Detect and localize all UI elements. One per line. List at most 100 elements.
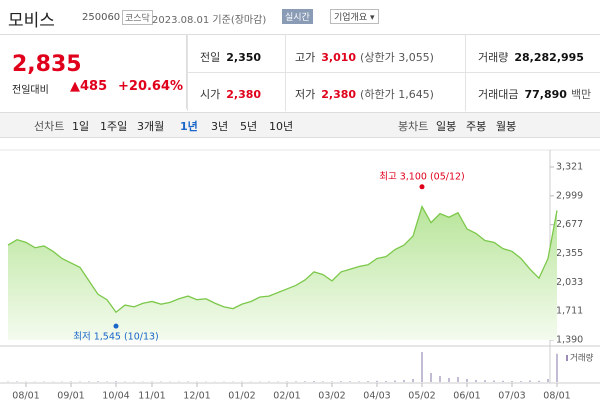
volume-bar [493, 380, 495, 382]
quote-value: 77,890 [524, 88, 567, 101]
x-tick-label: 06/01 [453, 391, 480, 402]
quote-cell: 거래대금 77,890 백만 [478, 86, 591, 102]
quote-value: 3,010 [321, 51, 357, 64]
tab[interactable]: 5년 [240, 120, 258, 133]
volume-bar [502, 380, 504, 382]
quote-cell: 저가 2,380 (하한가 1,645) [295, 86, 434, 102]
quote-cell: 거래량 28,282,995 [478, 49, 584, 65]
volume-bar [106, 381, 108, 382]
volume-bar [97, 381, 99, 382]
y-tick-label: 2,677 [556, 219, 583, 230]
tab[interactable]: 월봉 [496, 120, 517, 133]
volume-bar [331, 381, 333, 382]
y-tick-label: 1,390 [556, 335, 583, 346]
quote-value: 2,380 [226, 88, 262, 101]
volume-bar [304, 381, 306, 382]
quote-sub: (하한가 1,645) [360, 88, 434, 101]
volume-bar [115, 381, 117, 382]
quote-sub: 백만 [570, 88, 592, 101]
change-rate: +20.64% [118, 79, 184, 94]
quote-key: 전일 [200, 51, 221, 64]
volume-bar [556, 353, 558, 382]
volume-bar [70, 381, 72, 382]
tab[interactable]: 주봉 [466, 120, 487, 133]
volume-bar [394, 380, 396, 382]
volume-bar [322, 381, 324, 382]
volume-bar [358, 381, 360, 382]
x-tick-label: 10/04 [102, 391, 129, 402]
tab[interactable]: 1주일 [100, 120, 128, 133]
volume-bar [313, 381, 315, 382]
tab-label: 선차트 [34, 120, 65, 133]
extreme-label: 최저 1,545 (10/13) [73, 332, 159, 343]
quote-cell: 고가 3,010 (상한가 3,055) [295, 49, 434, 65]
quote-key: 거래량 [478, 51, 509, 64]
quote-value: 2,350 [226, 51, 262, 64]
realtime-button[interactable]: 실시간 [282, 9, 313, 24]
volume-bar [457, 377, 459, 382]
quote-cell: 시가 2,380 [200, 86, 261, 102]
x-tick-label: 08/01 [12, 391, 39, 402]
x-tick-label: 12/01 [183, 391, 210, 402]
volume-bar [466, 379, 468, 382]
date: 2023.08.01 기준(장마감) [152, 15, 267, 26]
quote-sub: (상한가 3,055) [360, 51, 434, 64]
change-label: 전일대비 [12, 85, 49, 96]
y-tick-label: 2,033 [556, 277, 583, 288]
volume-bar [520, 381, 522, 382]
price-area [8, 206, 557, 340]
extreme-dot [113, 323, 119, 329]
tab-label: 봉차트 [398, 120, 429, 133]
extreme-label: 최고 3,100 (05/12) [379, 171, 465, 182]
tab[interactable]: 일봉 [436, 120, 457, 133]
x-tick-label: 01/02 [228, 391, 255, 402]
volume-bar [340, 381, 342, 382]
x-tick-label: 05/02 [408, 391, 435, 402]
stock-name: 모비스 [8, 11, 55, 31]
volume-bar [448, 378, 450, 382]
stock-code: 250060 [82, 12, 121, 23]
volume-bar [511, 381, 513, 382]
tab[interactable]: 10년 [269, 120, 294, 133]
tab[interactable]: 1년 [180, 120, 198, 133]
table-line [187, 72, 600, 73]
volume-bar [385, 381, 387, 382]
quote-cell: 전일 2,350 [200, 49, 261, 65]
volume-bar [187, 381, 189, 382]
current-price: 2,835 [12, 52, 82, 77]
x-tick-label: 04/03 [363, 391, 390, 402]
tab[interactable]: 3개월 [137, 120, 165, 133]
market-tag: 코스닥 [122, 10, 153, 25]
x-tick-label: 03/02 [318, 391, 345, 402]
volume-legend: 거래량 [570, 353, 594, 364]
volume-bar [16, 381, 18, 382]
volume-bar [376, 380, 378, 382]
company-button[interactable]: 기업개요 ▾ [330, 9, 379, 24]
quote-key: 고가 [295, 51, 316, 64]
volume-bar [367, 381, 369, 382]
volume-bar [295, 381, 297, 382]
tab[interactable]: 3년 [211, 120, 229, 133]
volume-bar [349, 381, 351, 382]
header: 모비스 250060 코스닥 2023.08.01 기준(장마감) 실시간 기업… [0, 0, 600, 35]
extreme-dot [419, 184, 425, 190]
quote-key: 시가 [200, 88, 221, 101]
x-tick-label: 08/01 [543, 391, 570, 402]
y-tick-label: 1,711 [556, 306, 583, 317]
quote-key: 거래대금 [478, 88, 519, 101]
volume-bar [529, 380, 531, 382]
x-tick-label: 09/01 [57, 391, 84, 402]
volume-bar [475, 380, 477, 382]
price-box [0, 35, 187, 109]
tab[interactable]: 1일 [72, 120, 90, 133]
x-tick-label: 02/01 [273, 391, 300, 402]
y-tick-label: 2,355 [556, 248, 583, 259]
price-line [7, 204, 558, 314]
quote-key: 저가 [295, 88, 316, 101]
volume-bar [88, 381, 90, 382]
volume-bar [430, 373, 432, 382]
quote-value: 2,380 [321, 88, 357, 101]
period-tabs: 선차트 1일 1주일 3개월 1년 3년 5년 10년 봉차트 일봉 주봉 월봉 [0, 112, 600, 138]
